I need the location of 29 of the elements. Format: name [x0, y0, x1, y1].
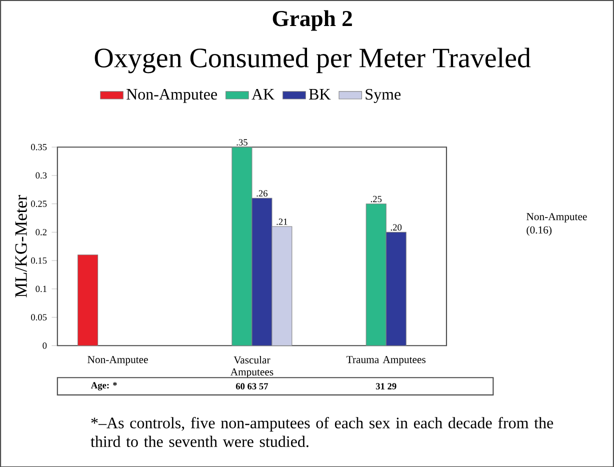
data-label: .21 — [276, 218, 288, 225]
data-label: .26 — [256, 190, 268, 196]
legend-label: Syme — [366, 88, 401, 103]
y-tick-label: 0.3 — [36, 172, 47, 178]
data-label: .20 — [390, 224, 402, 230]
bar — [78, 254, 98, 346]
legend-label: AK — [252, 88, 274, 100]
x-tick-label: Trauma Amputees — [346, 356, 426, 366]
chart-subtitle: Oxygen Consumed per Meter Traveled — [94, 48, 531, 74]
legend-label: BK — [308, 88, 331, 100]
y-tick-label: 0.15 — [31, 257, 47, 264]
y-tick-label: 0.25 — [31, 200, 47, 207]
chart-title: Graph 2 — [272, 10, 352, 31]
text: Non-Amputee (0.16) — [526, 212, 587, 236]
text: Age: * — [90, 382, 117, 390]
text: *–As controls, five non-amputees of each sex in each decade from the third to the seventh were studied. — [90, 416, 554, 447]
y-tick-label: 0.05 — [31, 314, 47, 320]
y-tick-label: 0.1 — [36, 286, 46, 292]
y-tick-label: 0 — [42, 342, 47, 349]
y-tick-label: 0.35 — [31, 144, 47, 150]
y-tick-label: 0.2 — [36, 228, 46, 236]
x-tick-label: Vascular Amputees — [230, 356, 274, 378]
data-label: .35 — [236, 139, 248, 146]
text: 31 29 — [376, 382, 396, 390]
legend-label: Non-Amputee — [126, 88, 217, 103]
y-axis-title: ML/KG-Meter — [15, 194, 27, 298]
x-tick-label: Non-Amputee — [88, 356, 148, 366]
text: 60 63 57 — [236, 382, 268, 390]
data-label: .25 — [370, 196, 382, 202]
